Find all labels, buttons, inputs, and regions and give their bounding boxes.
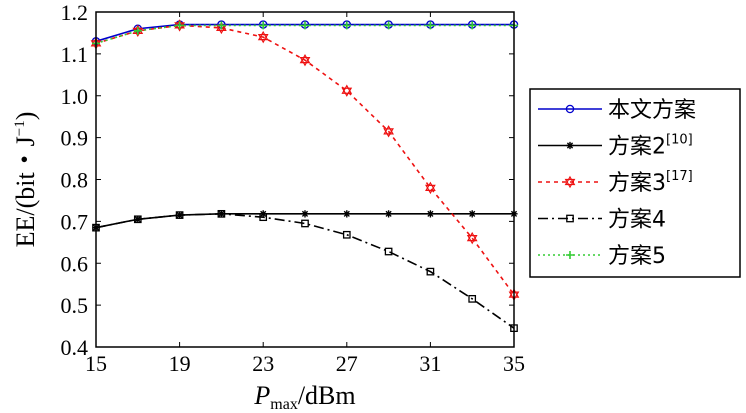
legend-ref: [10] bbox=[666, 133, 693, 148]
y-tick-label: 1.2 bbox=[61, 0, 89, 25]
y-axis-label: EE/(bit・J−1) bbox=[11, 112, 40, 248]
legend-entry: 本文方案 bbox=[538, 98, 696, 123]
series-point bbox=[301, 210, 309, 218]
y-tick-label: 0.5 bbox=[61, 293, 89, 318]
series-point bbox=[342, 21, 351, 30]
series-point bbox=[259, 21, 268, 30]
series-line bbox=[95, 213, 515, 329]
series-line bbox=[95, 24, 515, 296]
legend-entry: 方案4 bbox=[538, 208, 666, 233]
y-tick-label: 0.7 bbox=[61, 209, 89, 234]
series-point bbox=[217, 209, 226, 218]
x-axis-label-sub: max bbox=[270, 396, 298, 413]
x-tick-label: 15 bbox=[85, 351, 107, 376]
legend-label: 方案3[17] bbox=[608, 169, 693, 196]
series-point bbox=[425, 181, 436, 195]
legend-entry: 方案3[17] bbox=[538, 169, 693, 196]
legend-label: 本文方案 bbox=[608, 98, 696, 123]
series-point bbox=[383, 125, 394, 138]
series-point bbox=[468, 210, 476, 218]
x-axis-label: Pmax/dBm bbox=[253, 381, 355, 413]
x-tick-label: 19 bbox=[169, 351, 191, 376]
series-5 bbox=[92, 21, 518, 48]
series-point bbox=[341, 84, 353, 97]
series-point bbox=[426, 21, 435, 30]
legend-marker bbox=[564, 175, 576, 189]
y-axis-label-sup: −1 bbox=[12, 120, 28, 136]
legend-name: 本文方案 bbox=[608, 98, 696, 123]
legend-label: 方案5 bbox=[608, 244, 666, 269]
series-point bbox=[133, 215, 142, 224]
y-axis-label-main: EE/(bit・J bbox=[11, 136, 40, 247]
legend-name: 方案4 bbox=[608, 208, 666, 233]
y-tick-label: 0.8 bbox=[61, 168, 89, 193]
series-point bbox=[426, 267, 435, 276]
x-axis-label-rest: /dBm bbox=[298, 381, 356, 410]
y-tick-label: 0.9 bbox=[61, 126, 89, 151]
series-point bbox=[466, 231, 478, 245]
legend-marker bbox=[566, 214, 574, 223]
y-axis-label-close: ) bbox=[11, 112, 40, 121]
series-point bbox=[384, 21, 393, 30]
legend-marker bbox=[566, 141, 574, 150]
series-point bbox=[133, 26, 142, 35]
x-tick-label: 31 bbox=[419, 351, 441, 376]
series-point bbox=[468, 294, 477, 303]
legend-entry: 方案5 bbox=[538, 244, 666, 269]
series-point bbox=[299, 53, 311, 67]
series-3 bbox=[90, 19, 520, 301]
series-point bbox=[342, 230, 351, 239]
series-point bbox=[175, 21, 184, 30]
x-tick-label: 23 bbox=[252, 351, 274, 376]
series-point bbox=[175, 211, 184, 219]
series-point bbox=[468, 21, 477, 30]
series-point bbox=[384, 247, 393, 256]
series-point bbox=[385, 210, 393, 218]
legend-box bbox=[529, 88, 741, 278]
series-4 bbox=[92, 209, 518, 333]
legend-marker bbox=[565, 104, 575, 114]
series-point bbox=[301, 21, 309, 30]
legend-ref: [17] bbox=[666, 169, 693, 184]
series-point bbox=[217, 21, 226, 30]
series-point bbox=[257, 30, 269, 44]
x-axis-label-main: P bbox=[253, 381, 270, 410]
legend-label: 方案4 bbox=[608, 208, 666, 233]
marks-layer bbox=[90, 19, 520, 333]
x-tick-label: 35 bbox=[503, 351, 525, 376]
y-tick-label: 1.0 bbox=[61, 84, 89, 109]
legend-name: 方案5 bbox=[608, 244, 666, 269]
legend-entry: 方案2[10] bbox=[538, 133, 693, 160]
series-point bbox=[259, 213, 268, 222]
legend-name: 方案3 bbox=[608, 171, 666, 196]
series-point bbox=[301, 219, 309, 228]
ticks-layer: 15 19 23 27 31 35 0.4 0.5 0.6 0.7 0.8 0.9 1.0 1.1 1.2 bbox=[61, 0, 526, 376]
x-tick-label: 27 bbox=[336, 351, 358, 376]
y-tick-label: 0.4 bbox=[61, 335, 89, 360]
y-tick-label: 1.1 bbox=[61, 42, 89, 67]
series-point bbox=[343, 210, 351, 218]
y-tick-label: 0.6 bbox=[61, 251, 89, 276]
legend-name: 方案2 bbox=[608, 135, 666, 160]
legend-label: 方案2[10] bbox=[608, 133, 693, 160]
legend-marker bbox=[566, 251, 574, 259]
series-point bbox=[426, 210, 434, 218]
